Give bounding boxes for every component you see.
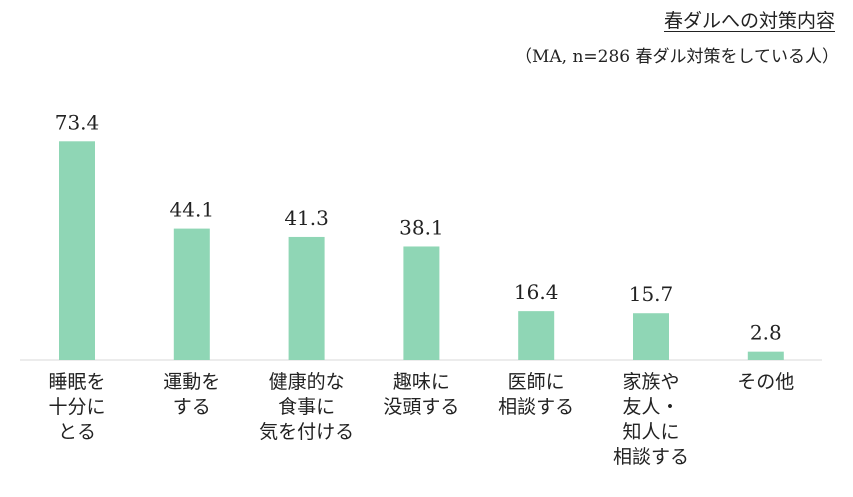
value-label-2: 44.1 — [170, 198, 215, 222]
bar-4 — [403, 246, 440, 360]
category-label-3: 健康的な 食事に 気を付ける — [259, 371, 355, 443]
value-label-4: 38.1 — [399, 215, 444, 239]
chart-subtitle: （MA, n=286 春ダル対策をしている人） — [514, 47, 839, 67]
bar-5 — [518, 311, 555, 360]
value-label-6: 15.7 — [629, 282, 674, 306]
category-label-2: 運動を する — [163, 371, 221, 418]
bars-group — [59, 141, 784, 360]
bar-1 — [59, 141, 95, 360]
category-label-4: 趣味に 没頭する — [383, 371, 460, 418]
value-label-1: 73.4 — [55, 110, 100, 134]
value-label-7: 2.8 — [750, 321, 782, 345]
category-label-1: 睡眠を 十分に とる — [48, 371, 106, 443]
bar-6 — [633, 313, 669, 360]
bar-3 — [288, 236, 325, 360]
value-labels-group: 73.4 44.1 41.3 38.1 16.4 15.7 2.8 — [55, 110, 782, 344]
category-label-6: 家族や 友人・ 知人に 相談する — [612, 371, 689, 468]
value-label-5: 16.4 — [514, 280, 559, 304]
bar-2 — [173, 228, 210, 360]
chart-title: 春ダルへの対策内容 — [663, 10, 835, 32]
bar-7 — [747, 351, 784, 360]
value-label-3: 41.3 — [284, 206, 329, 230]
category-label-7: その他 — [737, 371, 795, 393]
category-label-5: 医師に 相談する — [498, 371, 575, 418]
